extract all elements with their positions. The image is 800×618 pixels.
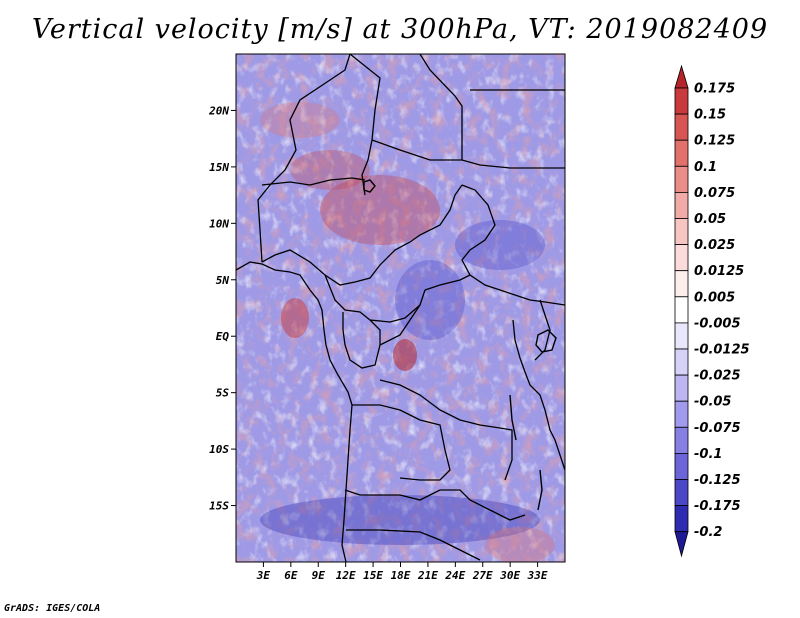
colorbar-bin [674, 87, 689, 115]
grads-credit: GrADS: IGES/COLA [4, 603, 101, 614]
colorbar-bin [674, 452, 689, 480]
x-tick-label: 24E [444, 569, 465, 582]
colorbar-label: 0.05 [694, 212, 726, 227]
field-plot-area [236, 54, 565, 562]
y-tick-label: 20N [208, 104, 229, 117]
y-tick-label: 15S [209, 500, 229, 513]
country-borders [236, 54, 565, 562]
lake-chad [363, 179, 376, 193]
colorbar-label: -0.175 [694, 499, 741, 514]
colorbar-bin [674, 348, 689, 376]
ascent-patch [485, 527, 555, 562]
colorbar-bin [674, 505, 689, 533]
x-tick-label: 6E [284, 569, 298, 582]
lake-malawi [537, 469, 543, 511]
colorbar-bin [674, 479, 689, 507]
colorbar-label: 0.0125 [694, 264, 744, 279]
colorbar-label: 0.1 [694, 160, 717, 175]
lake-victoria [535, 329, 557, 353]
x-tick-label: 21E [417, 569, 438, 582]
colorbar-bin [674, 322, 689, 350]
colorbar-bin-bottom [674, 531, 689, 558]
colorbar-label: -0.1 [694, 447, 722, 462]
ascent-patch [281, 298, 309, 338]
colorbar-bin-top [674, 64, 689, 89]
x-tick-label: 18E [391, 569, 411, 582]
y-tick-label: 5S [216, 387, 230, 400]
x-tick-label: 9E [312, 569, 326, 582]
ascent-patch [290, 150, 370, 190]
colorbar-bin [674, 165, 689, 193]
x-tick-label: 12E [336, 569, 356, 582]
colorbar-label: -0.125 [694, 473, 741, 488]
y-tick-label: 10N [209, 217, 229, 230]
x-axis: 3E 6E 9E 12E 15E 18E 21E 24E 27E 30E 33E [256, 562, 548, 582]
colorbar-label: -0.005 [694, 316, 741, 331]
colorbar-label: -0.025 [694, 369, 741, 384]
colorbar-label: 0.005 [694, 290, 735, 305]
colorbar-bin [674, 113, 689, 141]
colorbar-label: 0.075 [694, 186, 735, 201]
y-tick-label: EQ [216, 330, 230, 343]
ascent-patch [260, 102, 340, 138]
descent-patch [455, 220, 545, 270]
ascent-patch [393, 339, 417, 371]
colorbar-bin [674, 218, 689, 246]
colorbar-label: -0.2 [694, 525, 722, 540]
descent-patch [260, 495, 540, 545]
colorbar-bin [674, 244, 689, 272]
x-tick-label: 33E [527, 569, 548, 582]
colorbar-label: 0.125 [694, 134, 735, 149]
ascent-patch [320, 175, 440, 245]
y-tick-label: 5N [216, 274, 230, 287]
colorbar-label: -0.0125 [694, 343, 750, 358]
descent-patch [395, 260, 465, 340]
colorbar-bin [674, 374, 689, 402]
y-tick-label: 10S [209, 443, 229, 456]
y-axis: 20N 15N 10N 5N EQ 5S 10S 15S [208, 104, 236, 513]
colorbar-bin [674, 270, 689, 298]
colorbar-label: 0.15 [694, 108, 726, 123]
colorbar: 0.175 0.15 0.125 0.1 0.075 0.05 0.025 0.0125 0.0… [674, 64, 750, 558]
colorbar-bin [674, 139, 689, 167]
y-tick-label: 15N [209, 161, 229, 174]
x-tick-label: 3E [256, 569, 271, 582]
colorbar-label: 0.025 [694, 238, 735, 253]
x-tick-label: 15E [363, 569, 383, 582]
x-tick-label: 27E [472, 569, 493, 582]
colorbar-bin [674, 191, 689, 219]
colorbar-bin [674, 296, 689, 324]
colorbar-label: -0.075 [694, 421, 741, 436]
lake-tanganyika [509, 394, 517, 441]
colorbar-label: 0.175 [694, 82, 735, 97]
colorbar-bin [674, 400, 689, 428]
lakes [363, 179, 557, 511]
colorbar-bin [674, 426, 689, 454]
colorbar-label: -0.05 [694, 395, 731, 410]
chart-title: Vertical velocity [m/s] at 300hPa, VT: 2… [31, 14, 769, 45]
x-tick-label: 30E [499, 569, 520, 582]
